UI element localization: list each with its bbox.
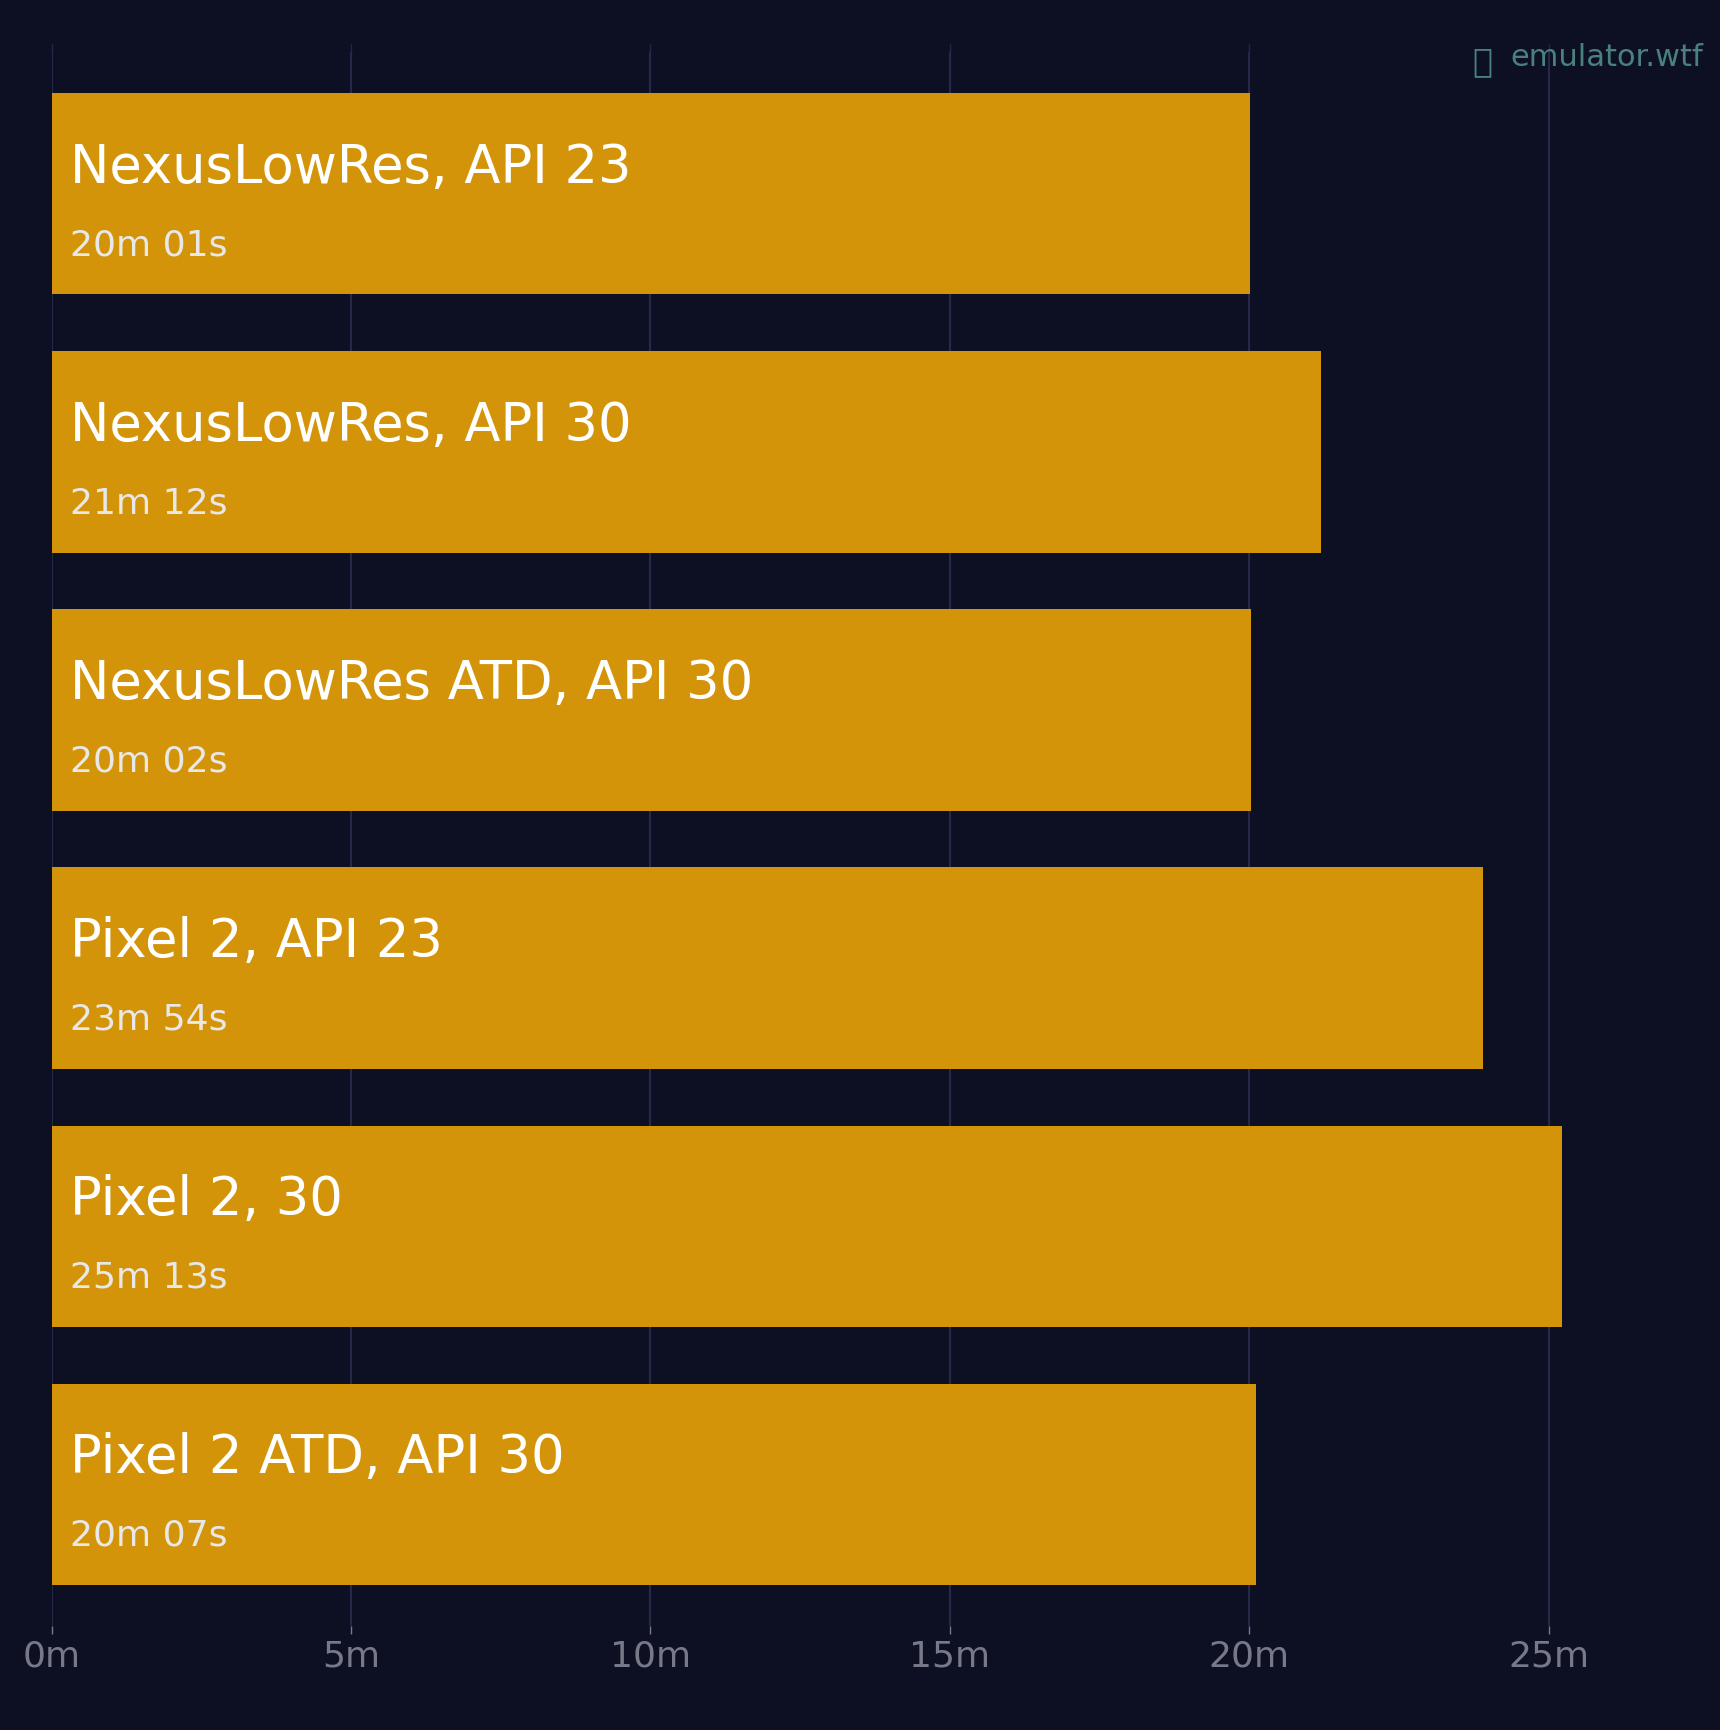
Text: 20m 01s: 20m 01s [69,228,227,263]
Text: 21m 12s: 21m 12s [69,486,227,521]
Bar [52,1384,1256,1585]
Text: NexusLowRes ATD, API 30: NexusLowRes ATD, API 30 [69,657,753,711]
Text: NexusLowRes, API 23: NexusLowRes, API 23 [69,142,631,194]
Text: ⌹: ⌹ [1472,45,1493,78]
Text: 20m 02s: 20m 02s [69,744,227,778]
Text: 25m 13s: 25m 13s [69,1261,227,1294]
Bar [52,609,1250,811]
Bar [52,867,1483,1069]
Bar [52,1126,1562,1327]
Bar [52,93,1250,294]
Text: Pixel 2, 30: Pixel 2, 30 [69,1175,342,1227]
Text: Pixel 2, API 23: Pixel 2, API 23 [69,917,442,969]
Text: 23m 54s: 23m 54s [69,1003,227,1036]
Text: Pixel 2 ATD, API 30: Pixel 2 ATD, API 30 [69,1432,564,1484]
Bar [52,351,1321,552]
Text: 20m 07s: 20m 07s [69,1519,227,1554]
Text: NexusLowRes, API 30: NexusLowRes, API 30 [69,400,631,452]
Text: emulator.wtf: emulator.wtf [1510,43,1703,73]
